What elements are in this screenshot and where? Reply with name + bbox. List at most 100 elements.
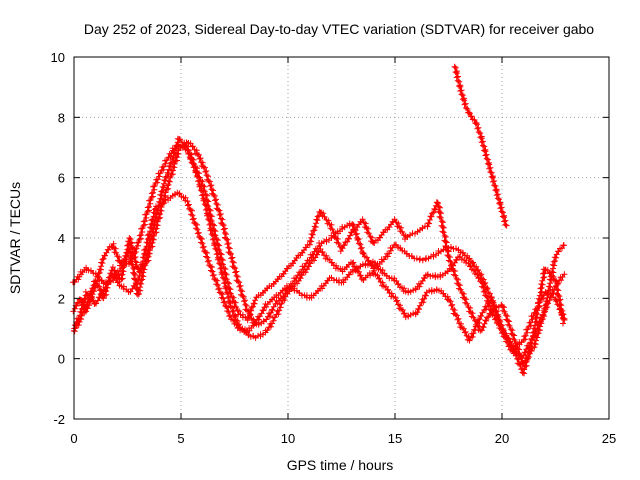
data-series (70, 63, 568, 377)
data-point-marker (535, 295, 542, 302)
data-point-marker (486, 290, 493, 297)
data-point-marker (193, 225, 199, 232)
data-point-marker (463, 105, 469, 111)
data-point-marker (447, 258, 454, 265)
data-point-marker (437, 214, 444, 221)
data-point-marker (552, 277, 559, 284)
data-point-marker (541, 305, 548, 312)
y-axis-label: SDTVAR / TECUs (7, 182, 23, 294)
data-point-marker (451, 63, 458, 70)
data-point-marker (146, 203, 152, 210)
data-point-marker (129, 261, 136, 268)
data-point-marker (489, 178, 496, 185)
data-point-marker (136, 280, 143, 287)
data-point-marker (482, 152, 489, 159)
data-point-marker (521, 366, 528, 373)
y-tick-label: 6 (58, 171, 65, 186)
data-point-marker (457, 286, 464, 293)
data-point-marker (216, 212, 223, 218)
data-point-marker (519, 369, 526, 376)
data-point-marker (362, 220, 369, 227)
data-point-marker (452, 69, 459, 76)
data-point-marker (246, 312, 253, 319)
data-point-marker (505, 321, 512, 328)
data-point-marker (234, 278, 241, 285)
data-point-marker (450, 271, 457, 278)
data-point-marker (457, 88, 464, 94)
data-point-marker (357, 272, 364, 279)
data-point-marker (459, 96, 466, 103)
data-point-marker (207, 216, 214, 223)
data-point-marker (494, 195, 501, 202)
data-point-marker (353, 264, 360, 271)
data-point-marker (320, 210, 327, 217)
data-point-marker (94, 278, 100, 285)
data-point-marker (242, 306, 249, 313)
data-point-marker (356, 268, 362, 275)
data-point-marker (96, 283, 103, 290)
data-point-marker (123, 249, 130, 256)
data-point-marker (526, 344, 533, 351)
data-point-marker (211, 231, 218, 238)
data-point-marker (75, 322, 82, 328)
data-point-marker (391, 216, 398, 223)
data-point-marker (439, 228, 446, 235)
data-point-marker (191, 161, 198, 168)
data-point-marker (173, 142, 180, 149)
data-point-marker (428, 213, 435, 220)
data-point-marker (132, 276, 138, 283)
data-point-marker (357, 245, 364, 252)
data-point-marker (161, 192, 168, 199)
data-point-marker (147, 197, 154, 204)
data-point-marker (560, 320, 566, 327)
series-arc-5 (451, 63, 510, 229)
data-point-marker (200, 187, 207, 194)
data-point-marker (106, 274, 112, 281)
data-point-marker (189, 216, 196, 223)
data-point-marker (483, 155, 490, 162)
data-point-marker (100, 255, 107, 262)
data-point-marker (526, 319, 533, 326)
data-point-marker (207, 183, 214, 189)
data-point-marker (467, 263, 473, 270)
x-tick-label: 25 (602, 431, 616, 446)
data-point-marker (356, 240, 362, 247)
data-point-marker (476, 319, 482, 326)
data-point-marker (266, 313, 273, 320)
data-point-marker (138, 225, 145, 232)
data-point-marker (198, 239, 204, 246)
data-point-marker (250, 316, 257, 323)
data-point-marker (205, 203, 212, 210)
data-point-marker (155, 211, 162, 218)
data-point-marker (401, 310, 408, 317)
data-point-marker (232, 269, 239, 276)
data-point-marker (82, 302, 89, 309)
data-point-marker (559, 312, 566, 319)
data-point-marker (335, 240, 342, 247)
data-point-marker (215, 286, 222, 293)
data-point-marker (445, 257, 452, 264)
data-point-marker (170, 163, 177, 170)
data-point-marker (523, 354, 530, 361)
data-point-marker (548, 294, 555, 301)
data-point-marker (400, 310, 407, 317)
data-point-marker (363, 254, 370, 261)
data-point-marker (161, 177, 168, 183)
data-point-marker (277, 304, 284, 311)
data-point-marker (458, 320, 464, 327)
data-point-marker (553, 282, 560, 289)
x-tick-label: 0 (70, 431, 77, 446)
data-point-marker (536, 292, 543, 299)
data-point-marker (558, 306, 565, 313)
data-point-marker (184, 202, 191, 209)
data-point-marker (158, 188, 165, 195)
data-point-marker (97, 286, 104, 293)
data-point-marker (452, 272, 459, 279)
data-point-marker (486, 165, 493, 172)
data-point-marker (480, 288, 487, 295)
data-point-marker (210, 191, 217, 198)
data-point-marker (223, 276, 230, 283)
x-axis-label: GPS time / hours (287, 457, 394, 473)
data-point-marker (199, 159, 206, 166)
